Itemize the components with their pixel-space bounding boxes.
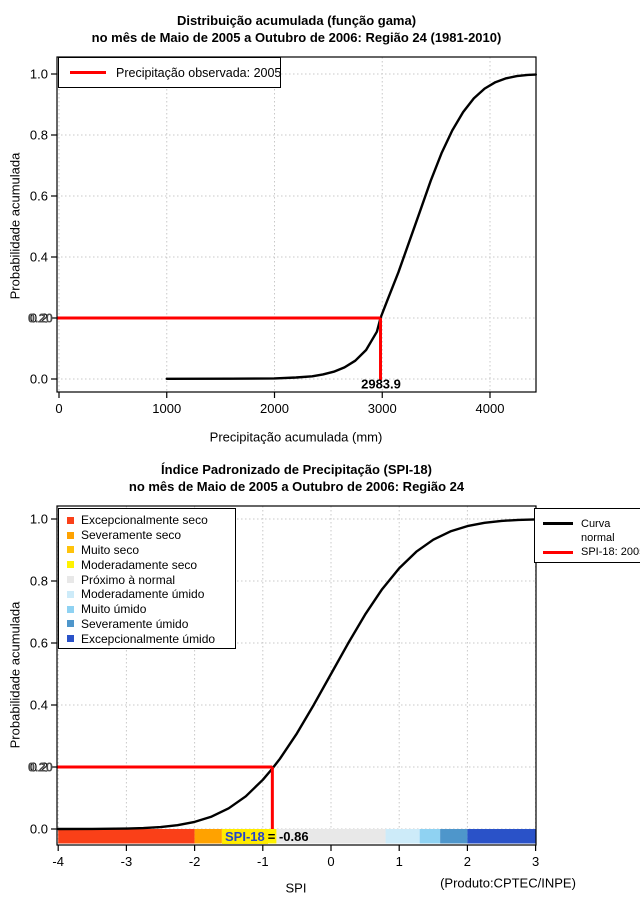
category-label: Excepcionalmente seco bbox=[81, 513, 208, 528]
bottom-x-tick-label: -2 bbox=[189, 854, 201, 869]
top-y-tick-label: 0.4 bbox=[30, 250, 48, 265]
bottom-y-axis-title: Probabilidade acumulada bbox=[7, 601, 23, 749]
top-chart-title-line2: no mês de Maio de 2005 a Outubro de 2006… bbox=[91, 30, 502, 45]
top-y-tick-label: 0.8 bbox=[30, 128, 48, 143]
bottom-x-tick-label: 1 bbox=[396, 854, 403, 869]
bottom-y-tick-label: 0.4 bbox=[30, 698, 48, 713]
bottom-x-axis-title: SPI bbox=[285, 880, 307, 896]
spi-annotation-tag: SPI-18 bbox=[222, 829, 268, 844]
top-chart-title-line1: Distribuição acumulada (função gama) bbox=[176, 13, 417, 28]
category-label: Excepcionalmente úmido bbox=[81, 631, 216, 646]
bottom-y-tick-label: 0.6 bbox=[30, 636, 48, 651]
bottom-y-tick-label: 1.0 bbox=[30, 512, 48, 527]
bottom-y-tick-label: 0.0 bbox=[30, 822, 48, 837]
normal-curve-legend-label: Curva normal bbox=[581, 518, 615, 544]
spi-category-item: Muito úmido bbox=[59, 602, 235, 617]
category-label: Muito úmido bbox=[81, 602, 147, 617]
category-color-swatch bbox=[67, 531, 74, 539]
bottom-y-tick-label: 0.8 bbox=[30, 574, 48, 589]
bottom-x-tick-label: 3 bbox=[532, 854, 539, 869]
category-label: Moderadamente seco bbox=[81, 557, 198, 572]
category-color-swatch bbox=[67, 620, 74, 628]
bottom-x-tick-label: -1 bbox=[257, 854, 269, 869]
category-label: Severamente úmido bbox=[81, 616, 189, 631]
top-y-tick-label: 0.0 bbox=[30, 372, 48, 387]
spi-category-item: Moderadamente seco bbox=[59, 557, 235, 572]
spi-category-item: Severamente úmido bbox=[59, 617, 235, 632]
spi-colorbar-segment bbox=[419, 829, 441, 844]
spi-legend-label: SPI-18: 2005 bbox=[581, 546, 640, 558]
bottom-x-tick-label: 0 bbox=[327, 854, 334, 869]
spi-colorbar-segment bbox=[58, 829, 195, 844]
spi-category-item: Excepcionalmente úmido bbox=[59, 631, 235, 646]
spi-category-item: Moderadamente úmido bbox=[59, 587, 235, 602]
spi-line-sample bbox=[543, 550, 573, 554]
top-x-axis-title: Precipitação acumulada (mm) bbox=[209, 429, 383, 445]
category-label: Severamente seco bbox=[81, 528, 182, 543]
spi-colorbar-segment bbox=[440, 829, 468, 844]
bottom-x-tick-label: -3 bbox=[121, 854, 133, 869]
top-y-axis-title: Probabilidade acumulada bbox=[7, 152, 23, 300]
top-x-tick-label: 4000 bbox=[476, 401, 505, 416]
top-crosshair-value-label: 2983.9 bbox=[361, 376, 401, 392]
top-x-tick-label: 1000 bbox=[152, 401, 181, 416]
top-crosshair-probability-label: 0.20 bbox=[27, 310, 53, 326]
spi-colorbar-segment bbox=[194, 829, 222, 844]
top-y-tick-label: 1.0 bbox=[30, 67, 48, 82]
observed-line-sample bbox=[70, 71, 106, 74]
bottom-x-tick-label: -4 bbox=[52, 854, 64, 869]
spi-category-item: Próximo à normal bbox=[59, 572, 235, 587]
bottom-chart-title-line1: Índice Padronizado de Precipitação (SPI-… bbox=[161, 462, 432, 477]
spi-category-item: Severamente seco bbox=[59, 528, 235, 543]
top-y-tick-label: 0.6 bbox=[30, 189, 48, 204]
top-x-tick-label: 0 bbox=[55, 401, 62, 416]
category-color-swatch bbox=[67, 546, 74, 554]
top-cdf-curve bbox=[165, 73, 537, 380]
spi-annotation-value: = -0.86 bbox=[267, 829, 309, 844]
category-color-swatch bbox=[67, 561, 74, 569]
top-y-tick-label: 0.2 bbox=[30, 311, 48, 326]
category-color-swatch bbox=[67, 576, 74, 584]
bottom-curves-legend: Curva normal SPI-18: 2005 bbox=[534, 508, 640, 563]
bottom-plot-frame bbox=[56, 505, 537, 846]
category-label: Próximo à normal bbox=[81, 572, 176, 587]
bottom-x-tick-label: 2 bbox=[464, 854, 471, 869]
bottom-chart-title-line2: no mês de Maio de 2005 a Outubro de 2006… bbox=[128, 479, 465, 494]
top-plot-frame bbox=[56, 56, 537, 393]
spi-colorbar-segment bbox=[385, 829, 420, 844]
category-color-swatch bbox=[67, 635, 74, 643]
category-color-swatch bbox=[67, 590, 74, 598]
spi-category-item: Muito seco bbox=[59, 543, 235, 558]
bottom-y-tick-label: 0.2 bbox=[30, 760, 48, 775]
spi-category-item: Excepcionalmente seco bbox=[59, 513, 235, 528]
category-color-swatch bbox=[67, 605, 74, 613]
top-x-tick-label: 3000 bbox=[368, 401, 397, 416]
spi-colorbar-segment bbox=[276, 829, 386, 844]
spi-colorbar-segment bbox=[467, 829, 536, 844]
bottom-cdf-curve bbox=[57, 518, 537, 831]
bottom-crosshair-probability-label: 0.20 bbox=[27, 759, 53, 775]
credit-text: (Produto:CPTEC/INPE) bbox=[440, 875, 576, 891]
top-x-tick-label: 2000 bbox=[260, 401, 289, 416]
spi-value-annotation: SPI-18 = -0.86 bbox=[222, 829, 309, 844]
category-label: Moderadamente úmido bbox=[81, 587, 205, 602]
top-legend-label: Precipitação observada: 2005 bbox=[116, 65, 282, 80]
category-label: Muito seco bbox=[81, 542, 140, 557]
normal-curve-line-sample bbox=[543, 522, 573, 525]
top-legend: Precipitação observada: 2005 bbox=[58, 57, 281, 88]
category-color-swatch bbox=[67, 516, 74, 524]
spi-category-legend: Excepcionalmente seco Severamente seco Mui… bbox=[58, 508, 236, 649]
